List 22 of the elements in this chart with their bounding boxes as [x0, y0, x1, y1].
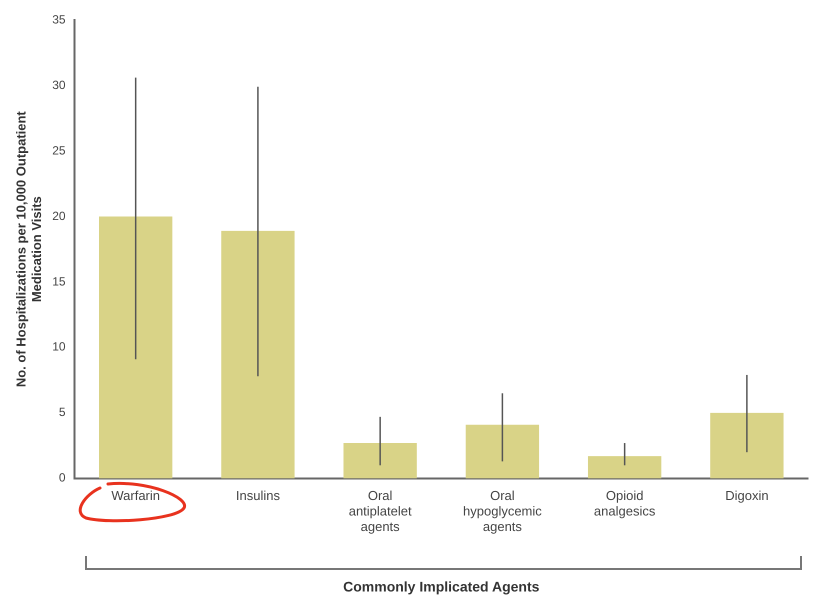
bar: [588, 456, 662, 478]
y-tick-label: 0: [58, 470, 66, 485]
y-tick-label: 20: [52, 208, 66, 223]
y-tick-label: 5: [58, 405, 66, 420]
x-tick-label: Oral hypoglycemic agents: [463, 488, 542, 534]
bar: [466, 424, 540, 478]
bar: [343, 443, 417, 478]
x-axis-title: Commonly Implicated Agents: [343, 578, 540, 594]
y-tick-label: 35: [52, 12, 66, 26]
x-tick-label: Opioid analgesics: [594, 488, 656, 518]
y-tick-label: 30: [52, 78, 66, 92]
y-tick-label: 15: [52, 274, 66, 288]
y-tick-label: 25: [52, 143, 66, 158]
x-tick-label: Digoxin: [725, 488, 769, 503]
x-tick-label: Warfarin: [111, 488, 160, 503]
bar: [98, 216, 172, 478]
x-tick-label: Oral antiplatelet agents: [348, 488, 412, 534]
bar: [710, 412, 784, 478]
y-tick-label: 10: [52, 340, 66, 354]
x-tick-label: Insulins: [236, 488, 280, 503]
y-axis-title: No. of Hospitalizations per 10,000 Outpatient Medication Visits: [13, 110, 44, 388]
bar: [221, 230, 295, 478]
